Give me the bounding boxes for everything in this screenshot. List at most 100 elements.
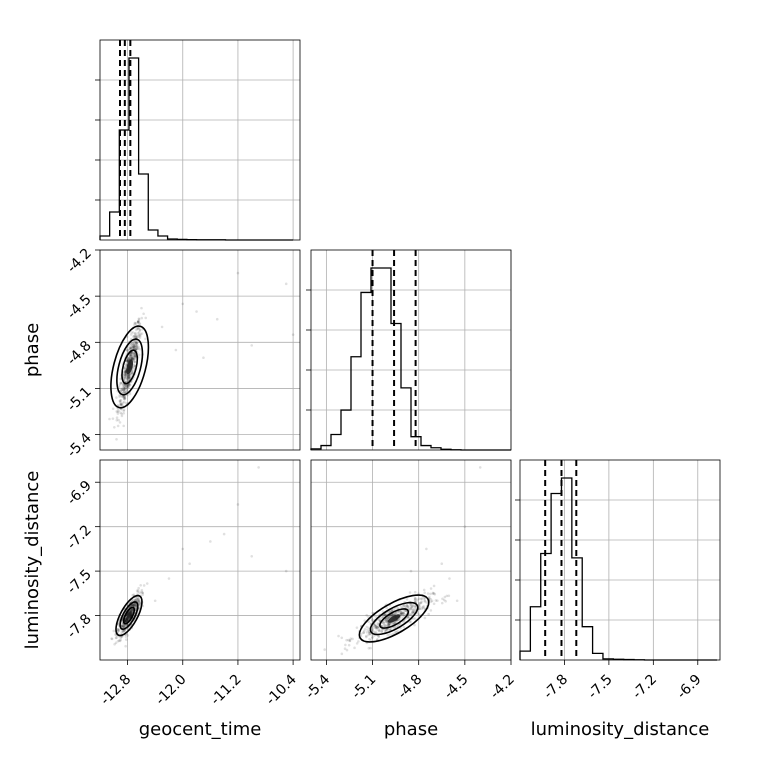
scatter-point xyxy=(129,346,132,350)
scatter-point xyxy=(135,344,138,348)
scatter-point xyxy=(130,610,134,613)
scatter-point xyxy=(126,377,129,380)
grid-lines xyxy=(311,460,512,660)
scatter-point xyxy=(126,385,130,388)
scatter-point xyxy=(136,320,140,324)
scatter-point xyxy=(413,623,416,627)
scatter-point xyxy=(132,345,136,349)
histogram-bin xyxy=(401,388,411,450)
x-tick-label: -4.5 xyxy=(441,672,472,703)
scatter-point xyxy=(125,387,129,390)
scatter-point xyxy=(126,378,129,382)
scatter-point xyxy=(131,357,134,360)
scatter-point xyxy=(112,629,116,633)
scatter-point xyxy=(133,345,136,349)
scatter-point xyxy=(126,384,130,387)
y-tick-label: -7.5 xyxy=(64,567,95,598)
diag-xticks: -7.8 -7.5 -7.2 -6.9 xyxy=(541,660,705,702)
scatter-point xyxy=(125,377,129,381)
scatter-point xyxy=(409,604,413,608)
density-contour xyxy=(119,601,139,630)
scatter-point xyxy=(422,597,426,600)
scatter-point xyxy=(135,347,139,351)
scatter-point xyxy=(366,628,369,632)
scatter-point xyxy=(123,396,127,400)
scatter-point xyxy=(140,306,143,310)
scatter-point xyxy=(125,618,128,622)
scatter-point xyxy=(347,643,351,647)
scatter-point xyxy=(402,604,406,608)
scatter-point xyxy=(416,598,419,602)
scatter-point xyxy=(136,327,140,330)
scatter-point xyxy=(118,393,121,397)
scatter-point xyxy=(126,359,130,363)
density-contour xyxy=(115,594,143,637)
x-tick-label: -5.4 xyxy=(303,671,334,702)
scatter-point xyxy=(123,385,127,388)
scatter-point xyxy=(127,357,130,361)
scatter-point xyxy=(133,355,137,359)
y-tick-label: -4.8 xyxy=(64,338,95,369)
scatter-point xyxy=(122,383,125,387)
scatter-point xyxy=(135,342,138,345)
scatter-point xyxy=(388,622,391,625)
scatter-point xyxy=(123,378,126,382)
y-tick-label: -5.1 xyxy=(64,384,95,415)
y-tick-label: -6.9 xyxy=(64,478,95,509)
scatter-point xyxy=(136,343,139,346)
scatter-point xyxy=(373,623,377,627)
scatter-point xyxy=(134,340,138,343)
scatter-point xyxy=(408,620,412,624)
scatter-point xyxy=(125,638,128,641)
scatter-point xyxy=(130,351,134,355)
scatter-point xyxy=(122,400,126,404)
scatter-point xyxy=(405,604,409,607)
scatter-point xyxy=(122,424,125,428)
scatter-point xyxy=(340,636,344,640)
scatter-point xyxy=(375,628,379,631)
scatter-point xyxy=(127,382,131,386)
scatter-point xyxy=(120,408,123,411)
scatter-point xyxy=(399,605,403,608)
scatter-point xyxy=(126,376,130,379)
scatter-point xyxy=(119,377,123,381)
scatter-point xyxy=(122,385,126,388)
scatter-point xyxy=(126,634,130,637)
histogram-bin xyxy=(148,230,158,240)
scatter-point xyxy=(138,591,141,594)
scatter-point xyxy=(411,611,414,615)
scatter-point xyxy=(426,592,430,595)
scatter-point xyxy=(425,601,428,604)
scatter-point xyxy=(124,402,128,405)
scatter-point xyxy=(408,613,412,616)
scatter-point xyxy=(363,627,367,631)
scatter-point xyxy=(383,625,387,628)
scatter-point xyxy=(236,271,240,275)
scatter-point xyxy=(347,638,350,642)
scatter-point xyxy=(404,606,408,609)
scatter-point xyxy=(124,375,128,379)
scatter-point xyxy=(122,390,126,394)
scatter-points xyxy=(323,466,482,656)
scatter-point xyxy=(124,620,127,623)
scatter-point xyxy=(141,591,144,594)
scatter-point xyxy=(133,322,137,325)
scatter-point xyxy=(413,599,417,602)
scatter-point xyxy=(423,616,427,620)
scatter-point xyxy=(119,381,123,385)
scatter-point xyxy=(124,620,127,624)
scatter-point xyxy=(114,636,118,640)
scatter-point xyxy=(389,628,392,631)
scatter-point xyxy=(134,347,138,351)
scatter-point xyxy=(385,620,389,624)
scatter-point xyxy=(130,609,133,612)
histogram-bin xyxy=(582,627,592,660)
scatter-point xyxy=(127,357,131,360)
scatter-point xyxy=(362,629,366,633)
scatter-point xyxy=(137,602,141,605)
scatter-point xyxy=(133,603,136,606)
scatter-point xyxy=(382,622,386,625)
scatter-point xyxy=(129,609,133,612)
scatter-point xyxy=(421,606,424,609)
scatter-point xyxy=(118,399,122,403)
